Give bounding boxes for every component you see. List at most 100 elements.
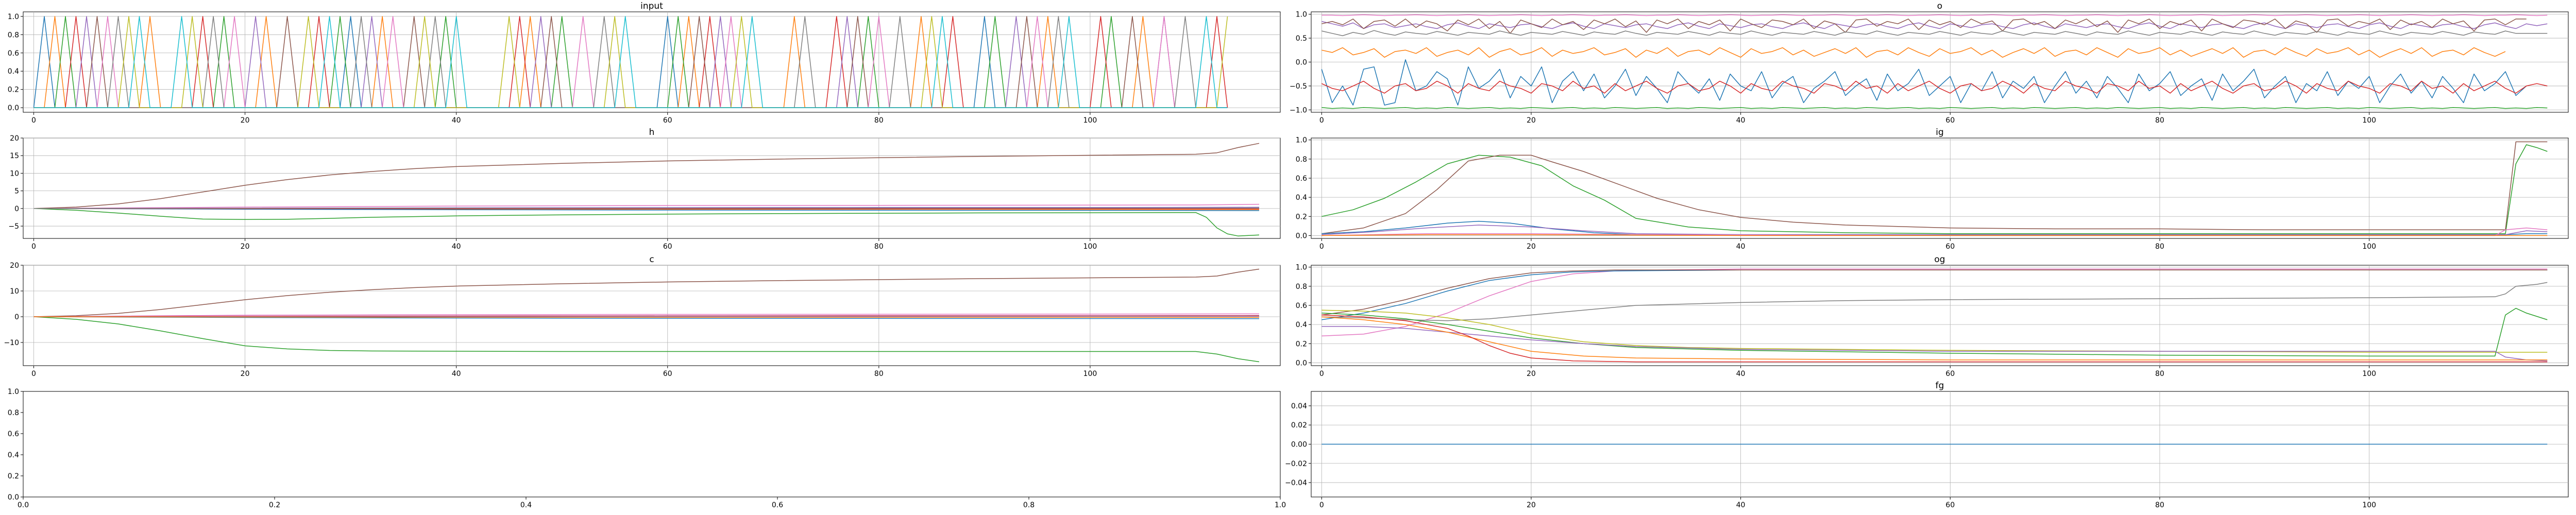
chart-empty: 0.0 0.2 0.4 0.6 0.8 1.0 0.0 0.2 0.4 0.6 0.8 1.0 — [8, 388, 1286, 509]
y-tick-label: 0.4 — [8, 67, 19, 76]
y-tick-label: 0 — [14, 205, 19, 213]
y-tick-label: −0.02 — [1285, 460, 1307, 468]
y-tick-label: 1.0 — [1296, 264, 1307, 272]
series-line-1 — [1321, 59, 2527, 106]
y-tick-label: 1.0 — [8, 13, 19, 21]
chart-og: 0 20 40 60 80 100 0.0 0.2 0.4 0.6 0.8 1.0 og — [1296, 254, 2569, 378]
y-tick-label: 0.0 — [1296, 232, 1307, 240]
x-tick-label: 100 — [2362, 116, 2376, 125]
series-line-8 — [1321, 30, 2548, 37]
series-line-3 — [33, 313, 1260, 317]
x-tick-label: 60 — [1945, 501, 1955, 509]
y-tick-label: 0.0 — [8, 104, 19, 112]
series-line-6 — [1321, 307, 2548, 357]
x-tick-label: 20 — [1527, 116, 1536, 125]
chart-c: 0 20 40 60 80 100 −10 0 10 20 c — [4, 254, 1281, 378]
y-tick-label: 0.2 — [8, 472, 19, 480]
chart-input: 0 20 40 60 80 100 0.0 0.2 0.4 0.6 0.8 1.0 input — [8, 1, 1281, 125]
y-tick-label: 0.02 — [1291, 421, 1307, 430]
x-tick-label: 20 — [1527, 501, 1536, 509]
y-tick-label: 0.4 — [8, 451, 19, 459]
x-tick-label: 40 — [1736, 243, 1745, 251]
y-tick-label: 5 — [14, 187, 19, 196]
x-tick-label: 0.0 — [18, 501, 29, 509]
series-line-4 — [1321, 225, 2548, 235]
x-tick-label: 80 — [2155, 243, 2164, 251]
x-tick-label: 0 — [1319, 370, 1324, 378]
chart-o: 0 20 40 60 80 100 −1.0 −0.5 0.0 0.5 1.0 o — [1290, 1, 2569, 125]
plot-area — [23, 391, 1281, 497]
x-tick-label: 40 — [452, 243, 461, 251]
x-tick-label: 80 — [2155, 370, 2164, 378]
y-tick-label: 0.5 — [1296, 35, 1307, 43]
x-tick-label: 0 — [1319, 501, 1324, 509]
y-tick-label: 0.8 — [8, 31, 19, 39]
series-line-6 — [1321, 234, 2548, 236]
y-tick-label: 0.6 — [8, 49, 19, 58]
plot-area — [23, 138, 1281, 239]
y-tick-label: 10 — [10, 169, 19, 178]
series-line-3 — [1321, 107, 2548, 109]
x-tick-label: 60 — [663, 370, 672, 378]
x-tick-label: 0.2 — [269, 501, 280, 509]
x-tick-label: 80 — [874, 243, 884, 251]
series-line-4 — [1321, 282, 2548, 321]
y-tick-label: 15 — [10, 152, 19, 160]
x-tick-label: 40 — [1736, 501, 1745, 509]
y-tick-label: 0.0 — [1296, 59, 1307, 67]
y-tick-label: −1.0 — [1290, 106, 1307, 114]
x-tick-label: 0 — [1319, 116, 1324, 125]
y-tick-label: 0.0 — [1296, 359, 1307, 367]
x-tick-label: 0.8 — [1023, 501, 1035, 509]
series-line-9 — [1321, 314, 2548, 363]
plot-area — [1311, 138, 2569, 239]
x-tick-label: 0 — [31, 116, 36, 125]
y-tick-label: 0.4 — [1296, 321, 1307, 329]
y-tick-label: 0.8 — [1296, 283, 1307, 291]
chart-title: c — [649, 254, 654, 265]
y-tick-label: −10 — [4, 339, 19, 347]
y-tick-label: 0.6 — [1296, 175, 1307, 183]
x-tick-label: 60 — [663, 243, 672, 251]
chart-title: fg — [1936, 381, 1944, 391]
y-tick-label: −0.04 — [1285, 479, 1307, 487]
x-tick-label: 100 — [2362, 370, 2376, 378]
chart-title: h — [649, 127, 655, 138]
y-tick-label: 20 — [10, 134, 19, 143]
y-tick-label: 1.0 — [8, 388, 19, 396]
x-tick-label: 20 — [1527, 370, 1536, 378]
series-line-10 — [33, 16, 1228, 108]
x-tick-label: 40 — [452, 116, 461, 125]
y-tick-label: 0.2 — [8, 86, 19, 94]
series-line-4 — [1321, 80, 2548, 94]
y-tick-label: 0.0 — [8, 493, 19, 502]
y-tick-label: 20 — [10, 262, 19, 270]
series-line-1 — [1321, 268, 2548, 337]
y-tick-label: 0.2 — [1296, 213, 1307, 221]
x-tick-label: 60 — [663, 116, 672, 125]
chart-title: og — [1934, 254, 1945, 265]
y-tick-label: 1.0 — [1296, 11, 1307, 19]
x-tick-label: 0.6 — [772, 501, 783, 509]
x-tick-label: 100 — [1083, 370, 1097, 378]
series-line-5 — [1321, 21, 2548, 29]
x-tick-label: 0 — [1319, 243, 1324, 251]
y-tick-label: 0.00 — [1291, 441, 1307, 449]
series-line-2 — [1321, 141, 2548, 234]
x-tick-label: 20 — [241, 116, 250, 125]
chart-h: 0 20 40 60 80 100 −5 0 5 10 15 20 h — [8, 127, 1281, 251]
series-line-2 — [1321, 47, 2506, 58]
series-line-6 — [1321, 19, 2527, 34]
x-tick-label: 80 — [874, 370, 884, 378]
y-tick-label: 0.04 — [1291, 402, 1307, 410]
x-tick-label: 0 — [31, 370, 36, 378]
x-tick-label: 40 — [1736, 116, 1745, 125]
y-tick-label: 0.8 — [1296, 156, 1307, 164]
series-line-8 — [33, 208, 1260, 209]
chart-title: input — [640, 1, 663, 11]
series-line-8 — [1321, 316, 2548, 360]
series-line-1 — [1321, 144, 2548, 234]
x-tick-label: 100 — [2362, 243, 2376, 251]
series-line-1 — [33, 268, 1260, 317]
